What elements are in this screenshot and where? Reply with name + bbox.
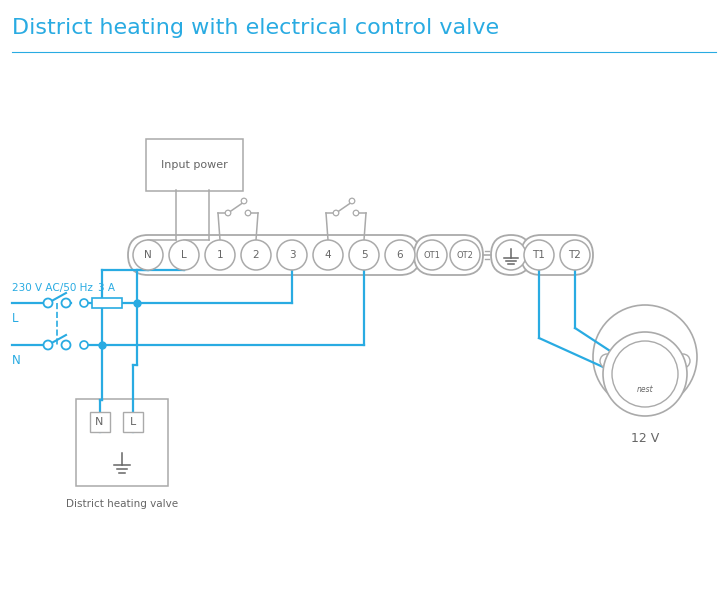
FancyBboxPatch shape — [414, 235, 483, 275]
Text: 230 V AC/50 Hz: 230 V AC/50 Hz — [12, 283, 93, 293]
Circle shape — [245, 210, 251, 216]
Text: 3: 3 — [289, 250, 296, 260]
Circle shape — [225, 210, 231, 216]
Text: 12 V: 12 V — [631, 432, 659, 445]
Text: nest: nest — [634, 374, 655, 384]
FancyBboxPatch shape — [128, 235, 420, 275]
Circle shape — [80, 341, 88, 349]
Circle shape — [653, 376, 659, 382]
Circle shape — [241, 240, 271, 270]
Text: N: N — [12, 353, 21, 366]
Circle shape — [417, 240, 447, 270]
Circle shape — [241, 198, 247, 204]
Circle shape — [80, 299, 88, 307]
Circle shape — [631, 376, 637, 382]
FancyBboxPatch shape — [92, 298, 122, 308]
Circle shape — [169, 240, 199, 270]
Circle shape — [205, 240, 235, 270]
Text: N: N — [95, 417, 103, 427]
Text: OT1: OT1 — [424, 251, 440, 260]
Circle shape — [450, 240, 480, 270]
Text: Input power: Input power — [161, 160, 228, 170]
Circle shape — [333, 210, 339, 216]
Circle shape — [385, 240, 415, 270]
Text: OT2: OT2 — [456, 251, 473, 260]
Circle shape — [133, 240, 163, 270]
Circle shape — [44, 299, 52, 308]
Circle shape — [353, 210, 359, 216]
Text: L: L — [130, 417, 136, 427]
Text: L: L — [12, 311, 18, 324]
Circle shape — [61, 299, 71, 308]
Circle shape — [524, 240, 554, 270]
Circle shape — [600, 354, 614, 368]
Circle shape — [277, 240, 307, 270]
Circle shape — [61, 340, 71, 349]
Circle shape — [612, 341, 678, 407]
Text: 6: 6 — [397, 250, 403, 260]
Circle shape — [349, 240, 379, 270]
Circle shape — [560, 240, 590, 270]
Circle shape — [593, 305, 697, 409]
FancyBboxPatch shape — [521, 235, 593, 275]
Text: 4: 4 — [325, 250, 331, 260]
Circle shape — [676, 354, 690, 368]
Text: 2: 2 — [253, 250, 259, 260]
FancyBboxPatch shape — [90, 412, 109, 432]
Circle shape — [496, 240, 526, 270]
FancyBboxPatch shape — [123, 412, 143, 432]
Text: 1: 1 — [217, 250, 223, 260]
Circle shape — [44, 340, 52, 349]
Circle shape — [603, 332, 687, 416]
Circle shape — [349, 198, 355, 204]
FancyBboxPatch shape — [76, 399, 168, 486]
Text: District heating with electrical control valve: District heating with electrical control… — [12, 18, 499, 38]
Text: T2: T2 — [569, 250, 582, 260]
Text: T1: T1 — [533, 250, 545, 260]
FancyBboxPatch shape — [146, 139, 243, 191]
Circle shape — [621, 337, 669, 385]
Text: 3 A: 3 A — [98, 283, 116, 293]
Text: L: L — [181, 250, 187, 260]
Text: N: N — [144, 250, 152, 260]
Text: nest: nest — [637, 384, 653, 393]
Circle shape — [313, 240, 343, 270]
Text: 5: 5 — [360, 250, 368, 260]
Text: District heating valve: District heating valve — [66, 499, 178, 509]
FancyBboxPatch shape — [491, 235, 531, 275]
